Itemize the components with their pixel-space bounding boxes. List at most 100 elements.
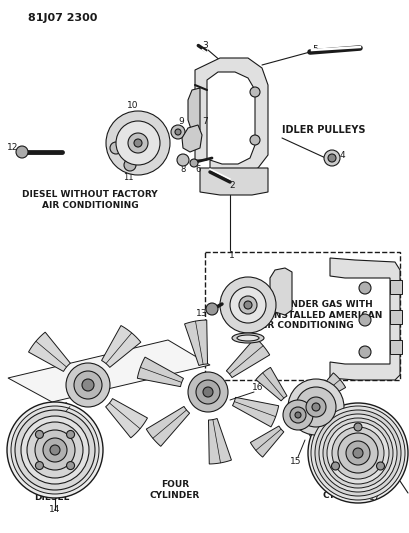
Polygon shape: [146, 407, 189, 446]
Text: FOUR CYLINDER GAS WITH
DEALER INSTALLED AMERICAN
AIR CONDITIONING: FOUR CYLINDER GAS WITH DEALER INSTALLED …: [227, 300, 381, 330]
Circle shape: [11, 406, 99, 494]
Circle shape: [314, 410, 400, 496]
Text: SIX
CYLINDER: SIX CYLINDER: [322, 480, 372, 500]
Circle shape: [7, 402, 103, 498]
Circle shape: [352, 448, 362, 458]
Circle shape: [66, 462, 74, 470]
Circle shape: [134, 139, 142, 147]
Circle shape: [82, 379, 94, 391]
Circle shape: [205, 303, 218, 315]
Circle shape: [353, 423, 361, 431]
Polygon shape: [311, 373, 345, 404]
Circle shape: [331, 427, 383, 479]
Circle shape: [106, 111, 170, 175]
Polygon shape: [101, 326, 141, 367]
Circle shape: [249, 135, 259, 145]
Circle shape: [249, 87, 259, 97]
Polygon shape: [182, 125, 202, 152]
Circle shape: [375, 462, 384, 470]
Polygon shape: [8, 340, 209, 402]
Circle shape: [282, 400, 312, 430]
Circle shape: [124, 159, 136, 171]
Polygon shape: [184, 320, 207, 366]
Circle shape: [74, 371, 102, 399]
Circle shape: [358, 346, 370, 358]
Polygon shape: [200, 168, 267, 195]
Text: 12: 12: [7, 143, 18, 152]
Circle shape: [289, 407, 305, 423]
Circle shape: [294, 412, 300, 418]
Circle shape: [202, 387, 213, 397]
Circle shape: [15, 410, 95, 490]
Circle shape: [322, 418, 392, 488]
Circle shape: [196, 380, 220, 404]
Text: FOUR
CYLINDER: FOUR CYLINDER: [150, 480, 200, 500]
Circle shape: [358, 282, 370, 294]
Text: 10: 10: [127, 101, 138, 109]
Circle shape: [326, 422, 388, 484]
Text: 1: 1: [229, 252, 234, 261]
Polygon shape: [308, 429, 339, 463]
Circle shape: [345, 441, 369, 465]
Polygon shape: [255, 367, 286, 401]
Circle shape: [330, 462, 339, 470]
Circle shape: [238, 296, 256, 314]
Ellipse shape: [236, 335, 258, 341]
Text: 6: 6: [195, 166, 200, 174]
Circle shape: [323, 150, 339, 166]
Polygon shape: [270, 268, 291, 315]
Circle shape: [50, 445, 60, 455]
Text: 2: 2: [229, 181, 234, 190]
Circle shape: [318, 414, 396, 492]
Polygon shape: [232, 397, 278, 427]
Circle shape: [27, 422, 83, 478]
Circle shape: [21, 416, 89, 484]
Circle shape: [337, 433, 377, 473]
Circle shape: [171, 125, 184, 139]
Text: 8: 8: [180, 166, 185, 174]
Circle shape: [35, 462, 43, 470]
Polygon shape: [250, 426, 283, 457]
Circle shape: [307, 403, 407, 503]
Text: DIESEL: DIESEL: [34, 494, 70, 503]
Circle shape: [177, 154, 189, 166]
Text: 16: 16: [252, 384, 263, 392]
Polygon shape: [29, 332, 70, 372]
Circle shape: [175, 129, 180, 135]
Circle shape: [358, 314, 370, 326]
Circle shape: [287, 379, 343, 435]
Polygon shape: [188, 88, 200, 132]
Bar: [389, 340, 401, 354]
Text: 15: 15: [290, 457, 301, 466]
Text: 81J07 2300: 81J07 2300: [28, 13, 97, 23]
Circle shape: [305, 397, 325, 417]
Text: IDLER PULLEYS: IDLER PULLEYS: [281, 125, 364, 135]
Polygon shape: [329, 258, 399, 380]
Circle shape: [110, 142, 122, 154]
Polygon shape: [35, 402, 74, 445]
Text: 13: 13: [195, 309, 207, 318]
Circle shape: [189, 159, 198, 167]
Polygon shape: [226, 338, 269, 377]
Circle shape: [295, 387, 335, 427]
Circle shape: [128, 133, 148, 153]
Polygon shape: [208, 418, 231, 464]
FancyBboxPatch shape: [204, 252, 399, 380]
Text: 3: 3: [202, 42, 207, 51]
Polygon shape: [137, 357, 183, 386]
Circle shape: [243, 301, 252, 309]
Circle shape: [310, 406, 404, 500]
Circle shape: [16, 146, 28, 158]
Circle shape: [220, 277, 275, 333]
Circle shape: [66, 431, 74, 439]
Polygon shape: [106, 399, 147, 438]
Text: 7: 7: [202, 117, 207, 126]
Bar: [389, 280, 401, 294]
Circle shape: [188, 372, 227, 412]
Circle shape: [327, 154, 335, 162]
Circle shape: [311, 403, 319, 411]
Bar: [389, 310, 401, 324]
Circle shape: [35, 431, 43, 439]
Polygon shape: [195, 58, 267, 177]
Ellipse shape: [231, 333, 263, 343]
